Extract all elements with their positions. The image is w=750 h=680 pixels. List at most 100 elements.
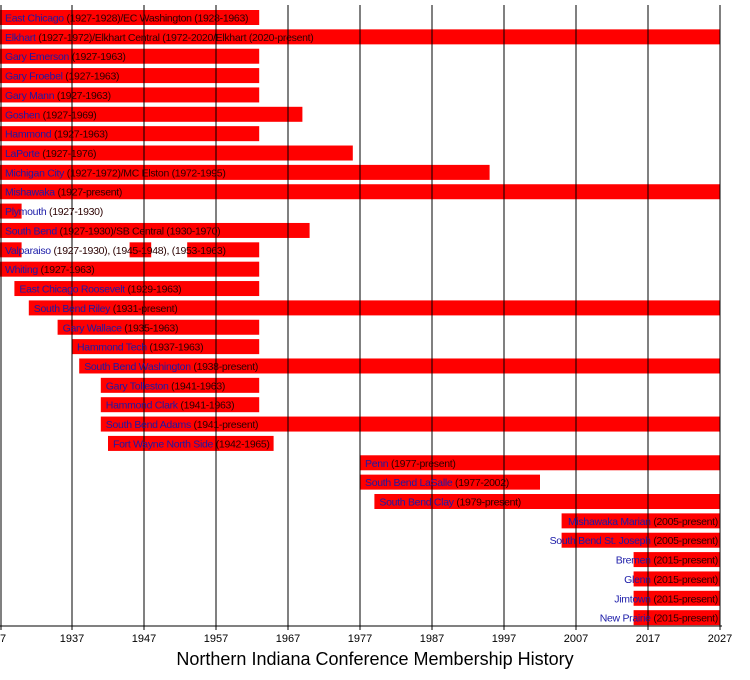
membership-dates: (1931-present) [110,303,177,315]
membership-dates: (1977-present) [388,458,455,470]
school-name-link[interactable]: South Bend St. Joseph [550,535,652,547]
school-name-link[interactable]: Glenn [624,574,651,586]
membership-bar [187,242,260,258]
membership-dates: (1927-1930)/SB Central (1930-1970) [57,225,220,237]
row-label: Bremen (2015-present) [616,555,718,567]
membership-bar [0,145,353,161]
row-label: Penn (1977-present) [365,458,456,470]
membership-dates: (1941-present) [191,419,258,431]
school-name-link[interactable]: Hammond Tech [77,342,148,354]
school-name-link[interactable]: East Chicago [5,13,65,25]
membership-bar [100,416,721,432]
membership-bar [374,494,720,509]
school-name-link[interactable]: Gary Froebel [5,71,63,83]
row-label: Hammond (1927-1963) [5,129,108,141]
school-name-link[interactable]: Penn [365,458,389,470]
school-name-link[interactable]: South Bend [5,225,58,237]
row-label: New Prairie (2015-present) [600,613,718,625]
membership-dates: (2015-present) [651,613,718,625]
membership-dates: (1927-1969) [40,109,97,121]
school-name-link[interactable]: South Bend Riley [34,303,112,315]
school-name-link[interactable]: Mishawaka [5,187,56,199]
school-name-link[interactable]: South Bend LaSalle [365,477,453,489]
membership-bar [0,87,260,103]
membership-dates: (1927-1928)/EC Washington (1928-1963) [64,13,248,25]
school-name-link[interactable]: Gary Emerson [5,51,70,63]
membership-dates: (2015-present) [651,593,718,605]
row-label: Michigan City (1927-1972)/MC Elston (197… [5,167,226,179]
school-name-link[interactable]: Gary Wallace [63,322,123,334]
membership-dates: (1977-2002) [452,477,509,489]
row-label: Mishawaka Marian (2005-present) [568,516,718,528]
row-label: South Bend Clay (1979-present) [379,497,521,509]
membership-dates: (1927-1972)/MC Elston (1972-1995) [64,167,225,179]
membership-bar [14,281,260,297]
school-name-link[interactable]: Goshen [5,109,41,121]
membership-bar [360,455,720,471]
row-label: East Chicago (1927-1928)/EC Washington (… [5,13,248,25]
x-tick-label: 2017 [636,633,660,645]
row-label: East Chicago Roosevelt (1929-1963) [19,284,181,296]
membership-bar [633,590,720,606]
school-name-link[interactable]: Valparaiso [5,245,52,257]
membership-bar [0,203,22,219]
row-label: Gary Froebel (1927-1963) [5,71,119,83]
membership-bar [0,126,260,142]
membership-bar [561,532,720,548]
x-tick-label: 1987 [420,633,444,645]
membership-dates: (1927-1963) [38,264,95,276]
row-label: Plymouth (1927-1930) [5,206,103,218]
membership-dates: (1941-1963) [169,380,226,392]
school-name-link[interactable]: Whiting [5,264,39,276]
row-label: LaPorte (1927-1976) [5,148,96,160]
membership-dates: (1927-1972)/Elkhart Central (1972-2020/E… [36,32,314,44]
membership-dates: (1979-present) [454,497,521,509]
school-name-link[interactable]: Jimtown [614,593,651,605]
school-name-link[interactable]: South Bend Washington [84,361,191,373]
school-name-link[interactable]: South Bend Adams [106,419,191,431]
school-name-link[interactable]: LaPorte [5,148,40,160]
school-name-link[interactable]: New Prairie [600,613,652,625]
school-name-link[interactable]: South Bend Clay [379,497,455,509]
school-name-link[interactable]: East Chicago Roosevelt [19,284,125,296]
labels-layer: East Chicago (1927-1928)/EC Washington (… [5,13,718,625]
school-name-link[interactable]: Mishawaka Marian [568,516,651,528]
membership-bar [0,261,260,277]
membership-bar [28,300,721,316]
row-label: Hammond Clark (1941-1963) [106,400,235,412]
school-name-link[interactable]: Hammond [5,129,52,141]
membership-bar [633,552,720,568]
school-name-link[interactable]: Bremen [616,555,652,567]
membership-dates: (1927-1930) [46,206,103,218]
school-name-link[interactable]: Elkhart [5,32,36,44]
row-label: Fort Wayne North Side (1942-1965) [113,438,270,450]
school-name-link[interactable]: Fort Wayne North Side [113,438,214,450]
x-tick-label: 1957 [204,633,228,645]
membership-dates: (1927-present) [55,187,122,199]
membership-dates: (2005-present) [651,535,718,547]
school-name-link[interactable]: Gary Mann [5,90,55,102]
row-label: Jimtown (2015-present) [614,593,718,605]
membership-dates: (1927-1963) [63,71,120,83]
membership-bar [0,242,22,258]
membership-dates: (1937-1963) [147,342,204,354]
x-tick-label: 2027 [708,633,732,645]
membership-dates: (1942-1965) [213,438,270,450]
x-tick-label: 1997 [492,633,516,645]
membership-dates: (1938-present) [191,361,258,373]
row-label: South Bend Washington (1938-present) [84,361,258,373]
membership-bar [0,222,310,238]
school-name-link[interactable]: Michigan City [5,167,65,179]
row-label: South Bend Riley (1931-present) [34,303,178,315]
membership-dates: (1927-1963) [54,90,111,102]
school-name-link[interactable]: Hammond Clark [106,400,179,412]
membership-bar [100,377,260,393]
school-name-link[interactable]: Gary Tolleston [106,380,169,392]
row-label: Gary Wallace (1935-1963) [63,322,179,334]
school-name-link[interactable]: Plymouth [5,206,47,218]
row-label: Goshen (1927-1969) [5,109,97,121]
row-label: South Bend Adams (1941-present) [106,419,258,431]
membership-dates: (2005-present) [651,516,718,528]
x-tick-label: 27 [0,633,6,645]
